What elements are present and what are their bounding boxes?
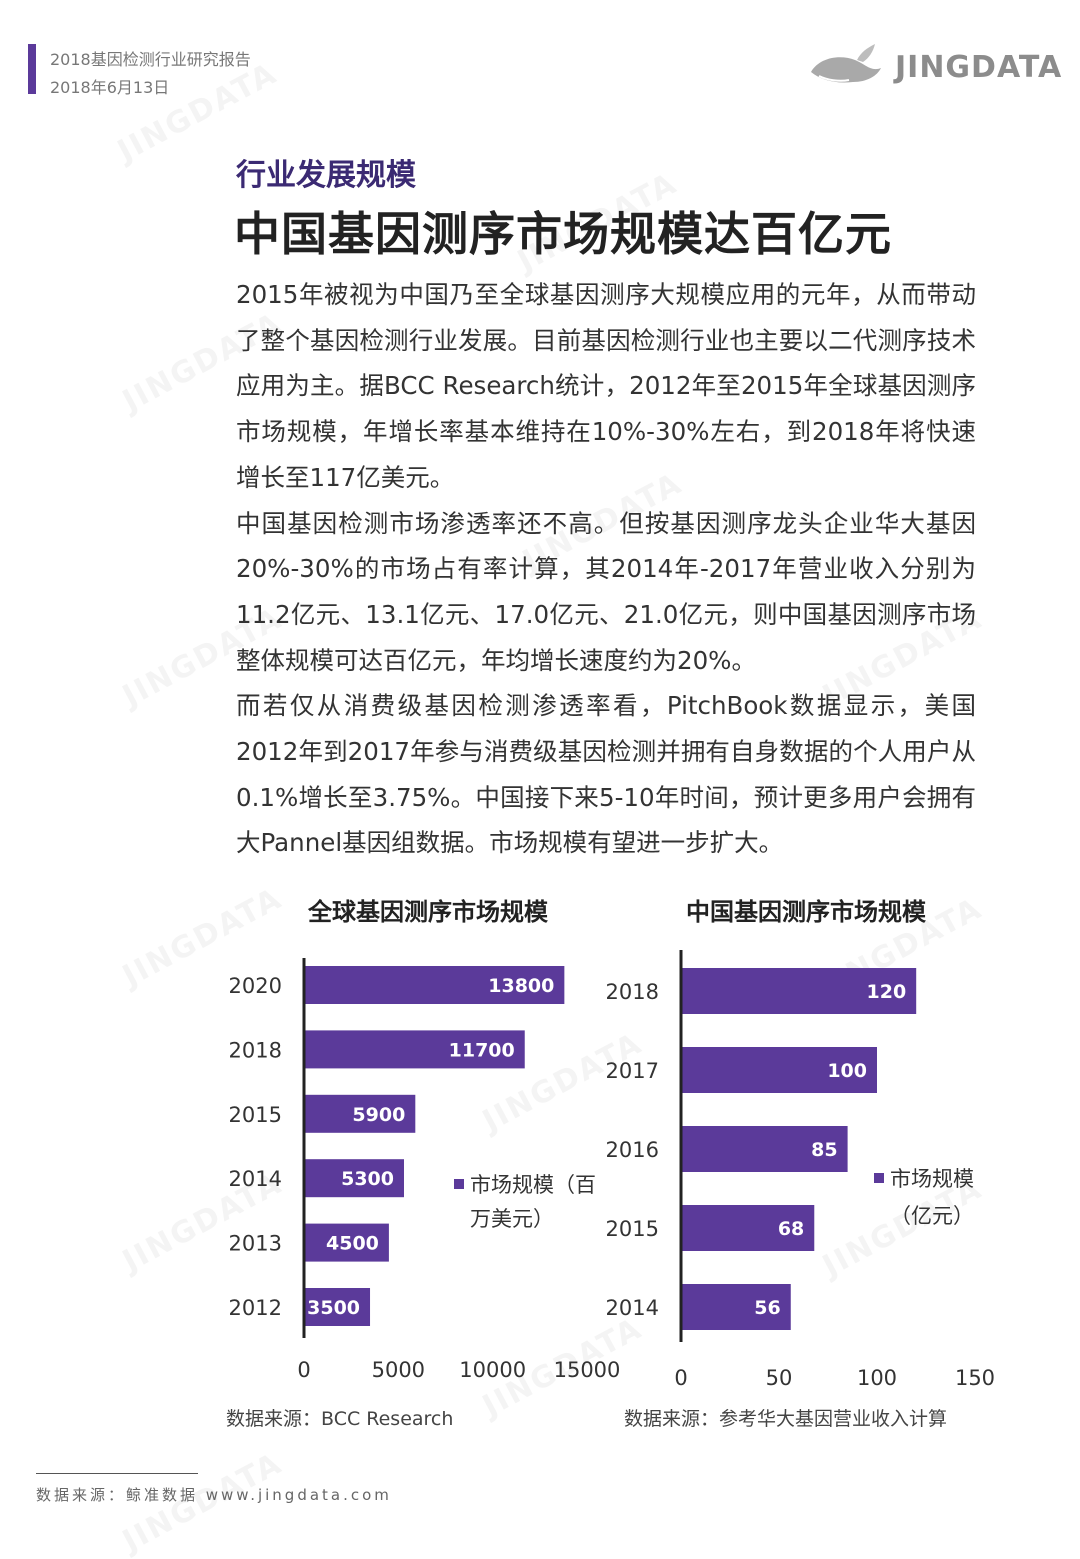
section-label: 行业发展规模	[236, 158, 416, 193]
bar-value-label: 4500	[326, 1233, 379, 1255]
category-label: 2016	[606, 1138, 659, 1162]
category-label: 2012	[229, 1296, 282, 1320]
bar-2014	[681, 1284, 791, 1330]
bar-2016	[681, 1126, 848, 1172]
legend-label: 万美元）	[470, 1207, 554, 1231]
whale-icon	[811, 44, 881, 83]
paragraph: 2015年被视为中国乃至全球基因测序大规模应用的元年，从而带动了整个基因检测行业…	[236, 280, 976, 492]
global-market-chart: 全球基因测序市场规模 13800 2020 11700 2018 5900 2015 5300…	[210, 890, 630, 1390]
bar-value-label: 13800	[488, 975, 554, 997]
logo-text: JINGDATA	[895, 50, 1063, 85]
category-label: 2018	[229, 1038, 282, 1062]
category-label: 2014	[606, 1296, 659, 1320]
category-label: 2013	[229, 1232, 282, 1256]
x-tick-label: 0	[674, 1366, 687, 1390]
jingdata-logo: JINGDATA	[805, 38, 1061, 98]
paragraph: 中国基因检测市场渗透率还不高。但按基因测序龙头企业华大基因20%-30%的市场占…	[236, 508, 976, 675]
bar-value-label: 56	[754, 1297, 780, 1319]
legend-swatch	[874, 1173, 884, 1183]
x-tick-label: 150	[955, 1366, 995, 1390]
bar-value-label: 120	[867, 981, 907, 1003]
x-tick-label: 5000	[372, 1358, 425, 1382]
header-accent-bar	[28, 44, 36, 94]
bar-value-label: 68	[778, 1218, 804, 1240]
body-text: 2015年被视为中国乃至全球基因测序大规模应用的元年，从而带动了整个基因检测行业…	[236, 272, 976, 866]
bar-2017	[681, 1047, 877, 1093]
chart-source: 数据来源：BCC Research	[226, 1408, 454, 1430]
category-label: 2017	[606, 1059, 659, 1083]
chart-source: 数据来源：参考华大基因营业收入计算	[624, 1408, 948, 1430]
legend-label: 市场规模	[890, 1167, 974, 1191]
category-label: 2015	[229, 1103, 282, 1127]
global-market-chart-svg: 全球基因测序市场规模 13800 2020 11700 2018 5900 2015 5300…	[229, 898, 621, 1382]
bar-2014	[304, 1159, 404, 1198]
legend-swatch	[454, 1179, 464, 1189]
x-tick-label: 0	[297, 1358, 310, 1382]
bar-value-label: 85	[811, 1139, 837, 1161]
china-market-chart-svg: 中国基因测序市场规模 120 2018 100 2017 85 2016 68 2015 56 20…	[606, 898, 996, 1390]
doc-title: 2018基因检测行业研究报告	[50, 50, 251, 69]
x-tick-label: 15000	[554, 1358, 621, 1382]
bar-2018	[681, 968, 917, 1014]
page-title: 中国基因测序市场规模达百亿元	[234, 207, 892, 261]
bar-value-label: 11700	[449, 1039, 515, 1061]
category-label: 2014	[229, 1167, 282, 1191]
bar-value-label: 100	[827, 1060, 867, 1082]
china-market-chart: 中国基因测序市场规模 120 2018 100 2017 85 2016 68 2015 56 20…	[590, 890, 1010, 1390]
x-tick-label: 100	[857, 1366, 897, 1390]
bar-2015	[304, 1094, 416, 1133]
doc-date: 2018年6月13日	[50, 78, 170, 97]
category-label: 2015	[606, 1217, 659, 1241]
footer-source: 数据来源：鲸准数据 www.jingdata.com	[36, 1486, 392, 1504]
bar-2012	[304, 1288, 371, 1326]
bar-value-label: 5300	[341, 1168, 394, 1190]
x-tick-label: 50	[766, 1366, 793, 1390]
legend-label: （亿元）	[890, 1204, 974, 1228]
category-label: 2018	[606, 980, 659, 1004]
legend-label: 市场规模（百	[470, 1173, 596, 1197]
x-tick-label: 10000	[459, 1358, 526, 1382]
bar-2015	[681, 1205, 815, 1251]
bar-value-label: 5900	[352, 1104, 405, 1126]
bar-2018	[304, 1030, 525, 1069]
footer-divider	[36, 1473, 198, 1474]
bar-2013	[304, 1223, 389, 1262]
chart-title: 中国基因测序市场规模	[686, 898, 927, 926]
bar-value-label: 3500	[307, 1297, 360, 1319]
chart-title: 全球基因测序市场规模	[307, 898, 549, 926]
category-label: 2020	[229, 974, 282, 998]
paragraph: 而若仅从消费级基因检测渗透率看，PitchBook数据显示，美国2012年到20…	[236, 691, 976, 858]
bar-2020	[304, 966, 565, 1004]
